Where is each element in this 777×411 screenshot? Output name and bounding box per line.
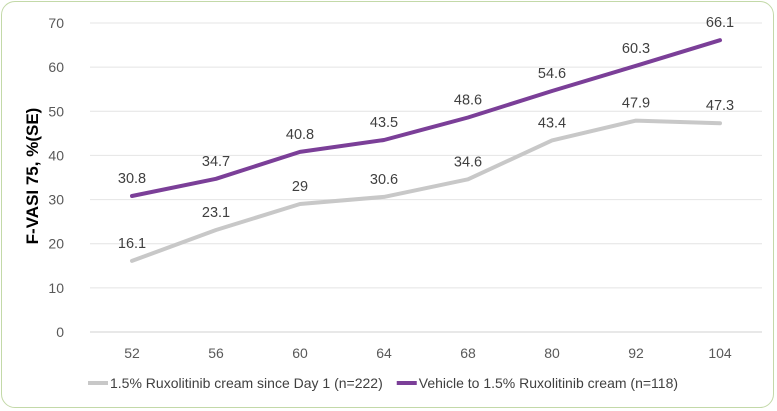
data-label: 43.4 xyxy=(538,115,566,131)
x-tick-label: 104 xyxy=(708,345,732,361)
x-tick-label: 92 xyxy=(628,345,644,361)
x-axis-ticks: 52 56 60 64 68 80 92 104 xyxy=(124,345,732,361)
data-label: 16.1 xyxy=(118,236,146,252)
data-label: 43.5 xyxy=(370,115,398,131)
data-label: 47.3 xyxy=(706,98,734,114)
data-label: 29 xyxy=(292,179,308,195)
y-tick-label: 30 xyxy=(48,192,64,208)
data-label: 47.9 xyxy=(622,96,650,112)
x-tick-label: 80 xyxy=(544,345,560,361)
data-label: 60.3 xyxy=(622,41,650,57)
y-tick-label: 60 xyxy=(48,59,64,75)
legend: 1.5% Ruxolitinib cream since Day 1 (n=22… xyxy=(88,375,678,391)
x-tick-label: 64 xyxy=(376,345,392,361)
series-line-2 xyxy=(130,38,722,198)
gridlines xyxy=(90,22,762,333)
y-tick-label: 20 xyxy=(48,236,64,252)
data-label: 30.8 xyxy=(118,171,146,187)
x-tick-label: 68 xyxy=(460,345,476,361)
data-labels: 16.1 23.1 29 30.6 34.6 43.4 47.9 47.3 30.8 34.7 40… xyxy=(118,15,734,252)
legend-label-2: Vehicle to 1.5% Ruxolitinib cream (n=118… xyxy=(419,375,678,391)
series-line-1 xyxy=(130,118,722,263)
data-label: 66.1 xyxy=(706,15,734,31)
data-label: 34.6 xyxy=(454,154,482,170)
y-tick-label: 50 xyxy=(48,103,64,119)
y-tick-label: 40 xyxy=(48,147,64,163)
y-axis-ticks: 0 10 20 30 40 50 60 70 xyxy=(48,15,64,340)
legend-label-1: 1.5% Ruxolitinib cream since Day 1 (n=22… xyxy=(110,375,383,391)
data-label: 23.1 xyxy=(202,205,230,221)
y-tick-label: 70 xyxy=(48,15,64,31)
x-tick-label: 52 xyxy=(124,345,140,361)
data-label: 54.6 xyxy=(538,66,566,82)
y-tick-label: 0 xyxy=(56,324,64,340)
series-lines xyxy=(130,38,722,263)
y-axis-label: F-VASI 75, %(SE) xyxy=(23,108,42,245)
x-tick-label: 60 xyxy=(292,345,308,361)
data-label: 40.8 xyxy=(286,127,314,143)
y-tick-label: 10 xyxy=(48,280,64,296)
data-label: 34.7 xyxy=(202,154,230,170)
x-tick-label: 56 xyxy=(208,345,224,361)
data-label: 30.6 xyxy=(370,172,398,188)
data-label: 48.6 xyxy=(454,92,482,108)
